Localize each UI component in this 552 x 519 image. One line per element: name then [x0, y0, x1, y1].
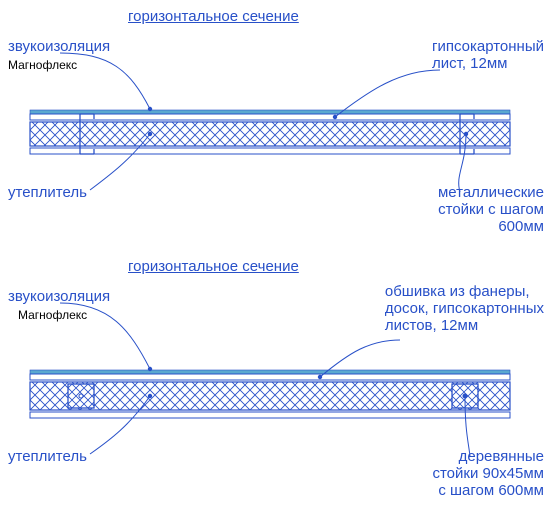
diagram-svg — [0, 0, 552, 519]
diagram-canvas: горизонтальное сечение звукоизоляция Маг… — [0, 0, 552, 519]
